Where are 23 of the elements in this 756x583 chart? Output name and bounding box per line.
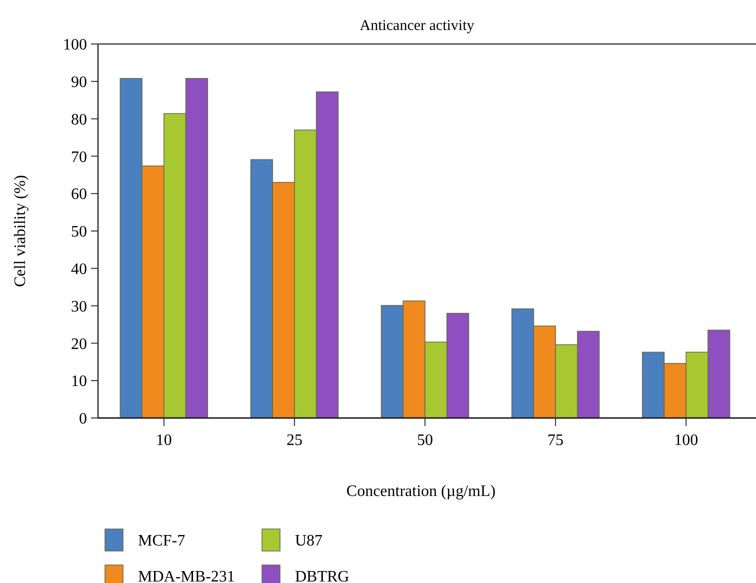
y-tick-label: 80	[71, 111, 87, 128]
legend-label: MCF-7	[138, 532, 186, 550]
x-tick-label: 10	[156, 432, 172, 449]
legend-label: U87	[295, 532, 323, 550]
y-tick-label: 40	[71, 261, 87, 278]
y-tick-label: 60	[71, 186, 87, 204]
x-tick-label: 50	[417, 432, 433, 449]
y-tick-label: 50	[71, 224, 87, 241]
legend-label: DBTRG	[295, 568, 350, 583]
legend-label: MDA-MB-231	[138, 568, 235, 583]
chart-title: Anticancer activity	[360, 18, 475, 34]
x-tick-label: 75	[548, 432, 564, 449]
y-tick-label: 90	[71, 74, 87, 91]
y-tick-label: 100	[63, 36, 87, 54]
y-tick-label: 20	[71, 336, 87, 353]
x-axis-title: Concentration (µg/mL)	[346, 483, 496, 500]
x-tick-label: 25	[286, 432, 302, 449]
y-tick-label: 30	[71, 298, 87, 316]
y-tick-label: 0	[79, 410, 87, 428]
y-tick-label: 10	[71, 373, 87, 390]
y-tick-label: 70	[71, 148, 87, 166]
y-axis-title: Cell viability (%)	[12, 175, 29, 287]
x-tick-label: 100	[674, 432, 698, 449]
